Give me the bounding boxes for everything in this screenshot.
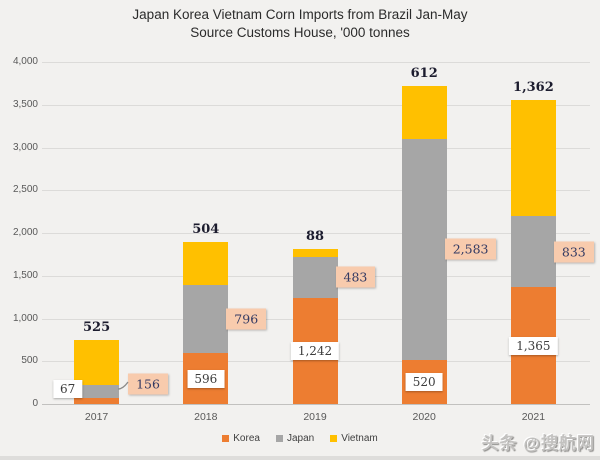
y-axis-tick-label: 2,500 <box>12 184 38 196</box>
data-label-japan-2020: 2,583 <box>444 238 497 260</box>
legend-label: Korea <box>233 433 260 444</box>
data-label-korea-2020: 520 <box>405 372 443 391</box>
y-axis-tick-label: 0 <box>32 398 38 409</box>
data-label-japan-2021: 833 <box>553 241 594 263</box>
gridline <box>42 233 590 234</box>
y-axis-tick-label: 3,000 <box>12 141 38 153</box>
y-axis-tick-label: 1,000 <box>12 312 38 324</box>
data-label-japan-2018: 796 <box>226 308 267 330</box>
bar-2017-korea <box>74 398 120 404</box>
callout-leader-line <box>118 381 129 390</box>
chart-title: Japan Korea Vietnam Corn Imports from Br… <box>0 6 600 42</box>
data-label-japan-2017: 156 <box>128 373 168 395</box>
bar-2018-japan <box>183 284 229 354</box>
legend-item-korea: Korea <box>222 433 260 444</box>
x-axis-label: 2017 <box>84 411 109 423</box>
y-axis-tick-label: 500 <box>21 355 38 367</box>
bar-2017-japan <box>74 384 120 399</box>
legend-label: Vietnam <box>341 433 378 444</box>
data-label-korea-2017: 67 <box>52 380 83 399</box>
data-label-vietnam-2021: 1,362 <box>513 79 554 95</box>
data-label-vietnam-2019: 88 <box>305 228 325 244</box>
bar-2020-vietnam <box>401 86 447 139</box>
chart-title-line1: Japan Korea Vietnam Corn Imports from Br… <box>132 7 468 22</box>
x-axis-line <box>42 404 590 405</box>
bar-2021-vietnam <box>510 99 556 217</box>
legend-item-vietnam: Vietnam <box>330 433 378 444</box>
y-axis-tick-label: 4,000 <box>12 56 38 67</box>
bar-2019-japan <box>292 256 338 298</box>
legend: Korea Japan Vietnam <box>0 433 600 444</box>
x-axis-label: 2018 <box>194 411 218 423</box>
watermark: 头条 @搜航网 <box>481 434 595 453</box>
legend-label: Japan <box>286 433 315 444</box>
y-axis-tick-label: 3,500 <box>12 98 38 110</box>
bar-2018-vietnam <box>183 241 229 285</box>
chart-title-line2: Source Customs House, '000 tonnes <box>190 25 410 40</box>
bar-2020-japan <box>401 138 447 360</box>
bar-2021-japan <box>510 216 556 288</box>
legend-swatch-korea <box>222 435 230 442</box>
x-axis-label: 2020 <box>412 411 436 423</box>
y-axis-tick-label: 2,000 <box>12 227 38 238</box>
gridline <box>42 147 590 149</box>
data-label-korea-2021: 1,365 <box>509 336 558 355</box>
gridline <box>42 190 590 192</box>
data-label-korea-2019: 1,242 <box>290 341 340 360</box>
x-axis-label: 2019 <box>303 411 327 423</box>
gridline <box>42 104 590 106</box>
bar-2019-vietnam <box>292 248 338 257</box>
data-label-vietnam-2020: 612 <box>410 66 438 82</box>
x-axis-label: 2021 <box>521 411 546 423</box>
gridline <box>42 62 590 63</box>
legend-swatch-japan <box>275 435 283 442</box>
data-label-korea-2018: 596 <box>187 369 225 388</box>
bottom-border-strip <box>0 456 600 460</box>
data-label-japan-2019: 483 <box>335 266 376 288</box>
legend-item-japan: Japan <box>275 433 315 444</box>
bar-2017-vietnam <box>74 340 120 385</box>
y-axis-tick-label: 1,500 <box>12 269 38 281</box>
legend-swatch-vietnam <box>330 435 338 442</box>
data-label-vietnam-2017: 525 <box>83 320 111 336</box>
data-label-vietnam-2018: 504 <box>192 221 220 237</box>
